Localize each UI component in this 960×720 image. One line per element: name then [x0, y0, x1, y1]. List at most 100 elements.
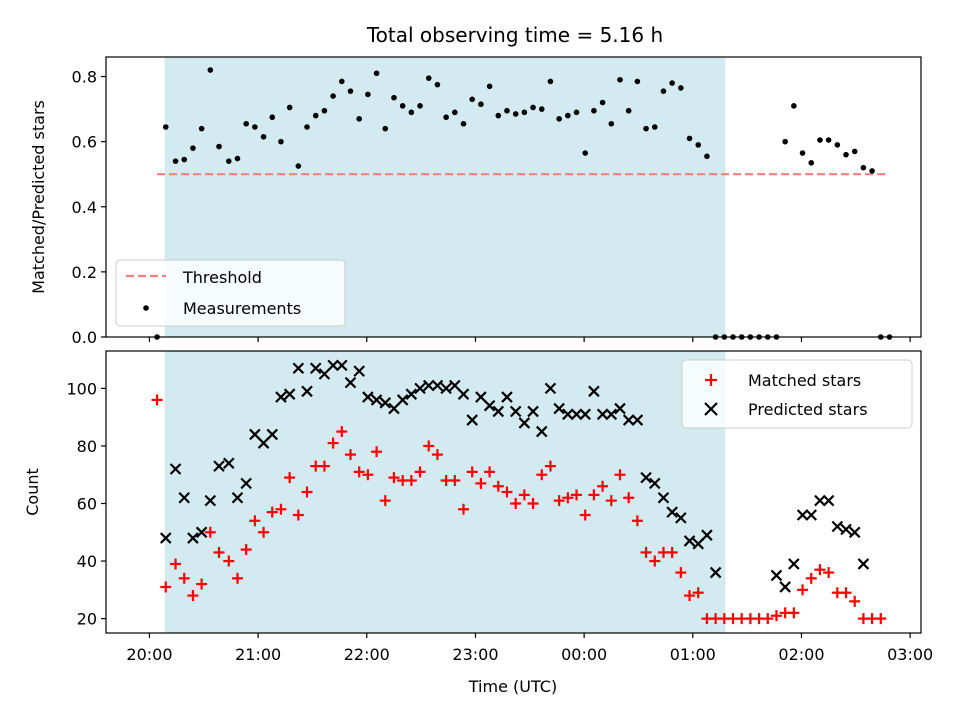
- measurement-point: [504, 107, 510, 114]
- predicted-star-marker: [223, 457, 235, 470]
- matched-star-marker: [484, 466, 496, 478]
- predicted-marker-b: [805, 509, 818, 521]
- predicted-marker-b: [266, 428, 279, 441]
- predicted-marker-b: [240, 477, 252, 490]
- matched-star-marker: [353, 466, 365, 478]
- measurement-point: [582, 150, 589, 156]
- predicted-star-marker: [788, 558, 800, 570]
- predicted-star-marker: [422, 379, 435, 392]
- matched-star-marker: [178, 572, 190, 584]
- matched-star-marker: [579, 509, 591, 521]
- legend-measurements-label: Measurements: [183, 299, 301, 318]
- predicted-marker-b: [518, 417, 531, 429]
- predicted-star-markers: [159, 359, 870, 593]
- measurement-point: [512, 111, 519, 117]
- matched-star-marker: [640, 546, 652, 558]
- predicted-marker-b: [440, 382, 452, 395]
- predicted-marker-b: [527, 405, 539, 418]
- matched-star-marker: [770, 610, 782, 622]
- top-y-tick-label: 0.8: [72, 68, 97, 87]
- predicted-star-marker: [249, 428, 261, 441]
- predicted-star-marker: [178, 491, 191, 504]
- matched-star-marker: [797, 584, 809, 596]
- predicted-star-marker: [805, 509, 818, 521]
- predicted-star-marker: [204, 494, 217, 507]
- predicted-marker-b: [414, 382, 426, 395]
- predicted-marker-b: [683, 535, 696, 547]
- matched-star-marker: [875, 613, 887, 625]
- measurement-point: [469, 96, 476, 103]
- measurement-point: [643, 125, 649, 132]
- predicted-marker-b: [831, 520, 844, 533]
- predicted-marker-b: [535, 425, 548, 438]
- measurement-point: [417, 103, 423, 109]
- bottom-observing-window-shade: [164, 351, 726, 633]
- measurement-point: [260, 133, 267, 140]
- predicted-marker-b: [353, 365, 365, 377]
- bottom-x-tick-label: 21:00: [235, 645, 281, 664]
- measurement-point: [530, 104, 536, 111]
- predicted-marker-b: [848, 526, 861, 539]
- top-y-tick-label: 0.0: [72, 328, 97, 347]
- matched-star-marker: [527, 498, 539, 510]
- predicted-marker-b: [336, 359, 348, 372]
- matched-star-marker: [814, 564, 826, 576]
- predicted-star-marker: [292, 362, 305, 375]
- bottom-x-tick-label: 20:00: [126, 645, 172, 664]
- measurement-point: [686, 135, 693, 142]
- predicted-star-marker: [657, 491, 670, 504]
- matched-star-marker: [501, 486, 513, 498]
- predicted-marker-b: [631, 414, 644, 426]
- matched-star-marker: [805, 572, 817, 584]
- predicted-star-marker: [187, 532, 199, 544]
- matched-star-marker: [544, 460, 556, 472]
- predicted-marker-b: [796, 509, 809, 521]
- matched-star-marker: [849, 595, 861, 607]
- predicted-marker-b: [562, 408, 574, 421]
- matched-star-marker: [762, 613, 774, 625]
- predicted-star-marker: [275, 391, 287, 403]
- measurement-point: [295, 163, 302, 169]
- top-y-tick-label: 0.6: [72, 133, 97, 152]
- predicted-marker-b: [857, 558, 870, 570]
- predicted-star-marker: [570, 408, 583, 421]
- predicted-star-marker: [535, 425, 548, 438]
- measurement-point: [162, 124, 169, 130]
- predicted-marker-b: [301, 385, 313, 398]
- matched-star-marker: [431, 449, 443, 461]
- measurement-point: [591, 107, 597, 114]
- measurement-point: [399, 103, 406, 109]
- predicted-marker-b: [249, 428, 261, 441]
- predicted-star-marker: [562, 408, 574, 421]
- matched-star-marker: [336, 426, 348, 438]
- matched-star-marker: [388, 472, 400, 484]
- predicted-star-marker: [640, 471, 652, 484]
- predicted-star-marker: [631, 414, 644, 426]
- predicted-star-marker: [822, 494, 835, 507]
- matched-star-marker: [475, 477, 487, 489]
- measurement-point: [216, 143, 222, 150]
- predicted-marker-b: [570, 408, 583, 421]
- measurement-point: [678, 85, 684, 91]
- matched-star-marker: [266, 506, 278, 518]
- matched-star-marker: [249, 515, 261, 527]
- predicted-marker-b: [223, 457, 235, 470]
- matched-star-marker: [170, 558, 182, 570]
- top-legend: Threshold Measurements: [115, 259, 346, 327]
- predicted-star-marker: [195, 526, 208, 539]
- legend-threshold-label: Threshold: [182, 268, 262, 287]
- measurement-point: [825, 137, 832, 143]
- predicted-marker-b: [553, 402, 565, 415]
- measurement-point: [573, 109, 580, 116]
- bottom-y-ticks: 20 40 60 80 100: [66, 379, 106, 629]
- measurement-point: [538, 106, 545, 112]
- predicted-marker-b: [309, 362, 322, 375]
- predicted-marker-b: [257, 437, 270, 449]
- measurement-point: [834, 142, 841, 148]
- predicted-star-marker: [483, 399, 496, 412]
- measurement-point: [330, 93, 336, 99]
- predicted-marker-b: [405, 388, 418, 400]
- top-y-tick-label: 0.4: [72, 198, 97, 217]
- predicted-marker-b: [596, 408, 609, 421]
